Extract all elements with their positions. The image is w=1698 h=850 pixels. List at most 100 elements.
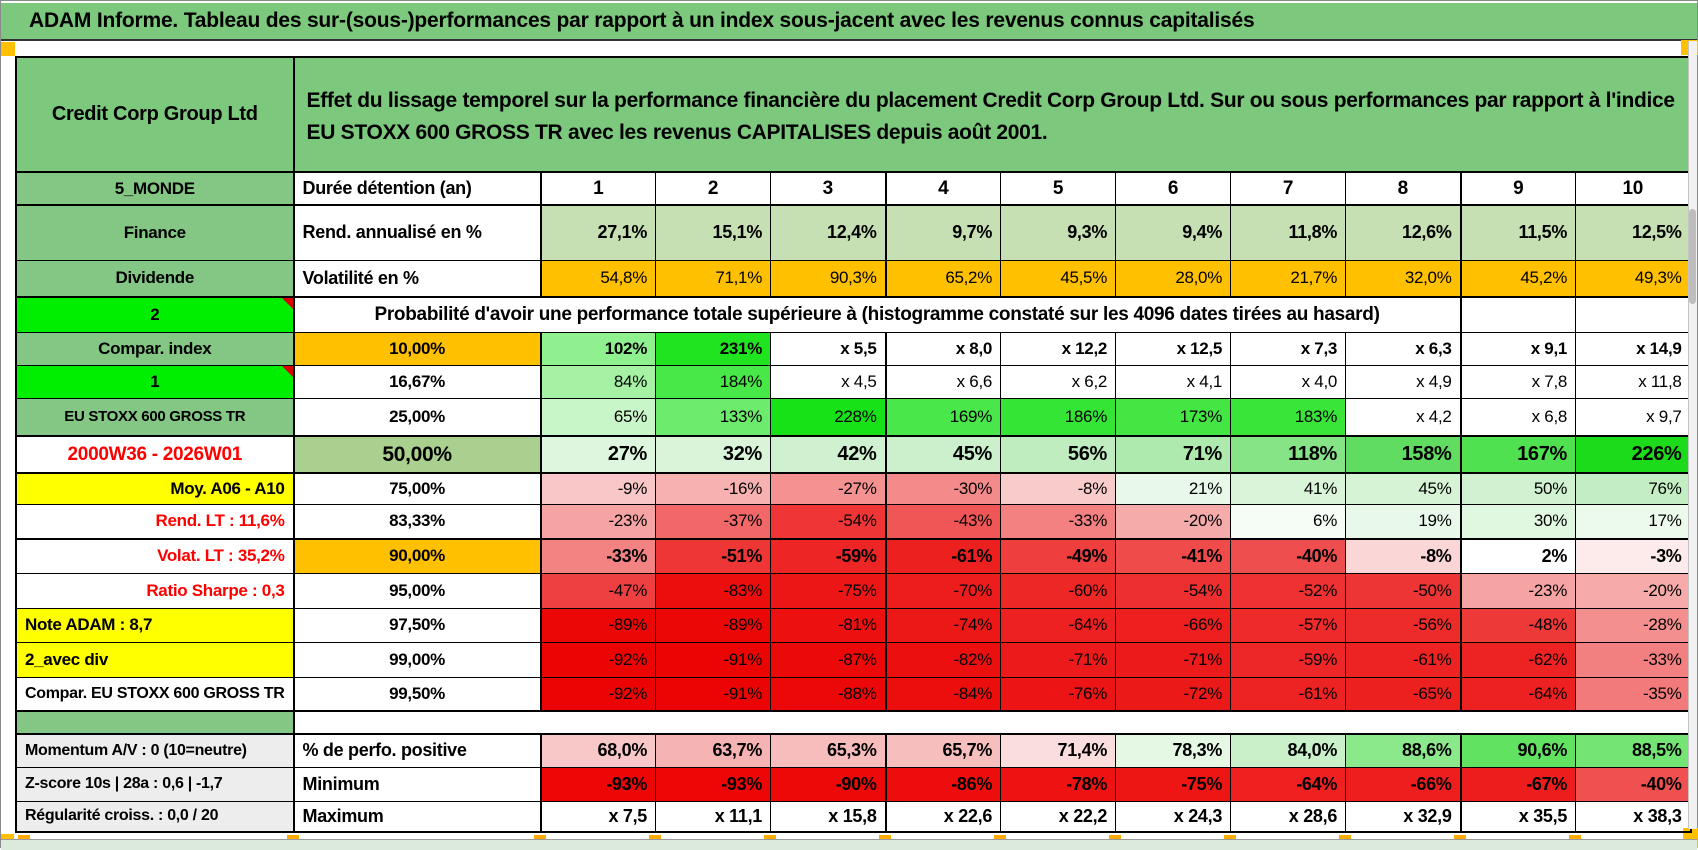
metric-label[interactable] bbox=[294, 711, 1691, 734]
data-cell[interactable]: -89% bbox=[540, 607, 657, 643]
data-cell[interactable]: 2 bbox=[655, 171, 772, 206]
data-cell[interactable]: 41% bbox=[1230, 472, 1347, 505]
data-cell[interactable]: -3% bbox=[1575, 538, 1692, 574]
data-cell[interactable]: x 9,7 bbox=[1575, 397, 1692, 437]
data-cell[interactable]: -84% bbox=[885, 676, 1002, 712]
data-cell[interactable]: -23% bbox=[540, 503, 657, 540]
data-cell[interactable]: -30% bbox=[885, 472, 1002, 505]
row-label-regularite[interactable]: Régularité croiss. : 0,0 / 20 bbox=[15, 800, 295, 833]
data-cell[interactable]: x 6,2 bbox=[1000, 364, 1117, 399]
data-cell[interactable]: -41% bbox=[1115, 538, 1232, 574]
data-cell[interactable]: -64% bbox=[1000, 607, 1117, 643]
data-cell[interactable]: -33% bbox=[1000, 503, 1117, 540]
data-cell[interactable]: -65% bbox=[1345, 676, 1462, 712]
data-cell[interactable]: x 12,2 bbox=[1000, 331, 1117, 366]
data-cell[interactable]: 184% bbox=[655, 364, 772, 399]
data-cell[interactable]: -81% bbox=[770, 607, 887, 643]
data-cell[interactable]: x 4,5 bbox=[770, 364, 887, 399]
data-cell[interactable]: -27% bbox=[770, 472, 887, 505]
data-cell[interactable]: -35% bbox=[1575, 676, 1692, 712]
data-cell[interactable]: -40% bbox=[1575, 766, 1692, 802]
data-cell[interactable]: -87% bbox=[770, 641, 887, 678]
data-cell[interactable]: x 9,1 bbox=[1460, 331, 1577, 366]
data-cell[interactable]: 4 bbox=[885, 171, 1002, 206]
metric-label[interactable]: 99,50% bbox=[293, 676, 542, 712]
metric-volatility[interactable]: Volatilité en % bbox=[293, 259, 542, 298]
data-cell[interactable]: x 32,9 bbox=[1345, 800, 1462, 833]
data-cell[interactable]: 183% bbox=[1230, 397, 1347, 437]
data-cell[interactable]: -40% bbox=[1230, 538, 1347, 574]
data-cell[interactable]: 167% bbox=[1460, 435, 1577, 474]
data-cell[interactable]: -88% bbox=[770, 676, 887, 712]
data-cell[interactable]: 8 bbox=[1345, 171, 1462, 206]
data-cell[interactable]: 173% bbox=[1115, 397, 1232, 437]
data-cell[interactable]: 15,1% bbox=[655, 204, 772, 261]
data-cell[interactable]: x 4,9 bbox=[1345, 364, 1462, 399]
data-cell[interactable]: 6 bbox=[1115, 171, 1232, 206]
metric-maximum[interactable]: Maximum bbox=[293, 800, 542, 833]
data-cell[interactable]: -90% bbox=[770, 766, 887, 802]
data-cell[interactable]: 3 bbox=[770, 171, 887, 206]
data-cell[interactable]: 1 bbox=[540, 171, 657, 206]
data-cell[interactable]: 7 bbox=[1230, 171, 1347, 206]
data-cell[interactable]: 71,1% bbox=[655, 259, 772, 298]
data-cell[interactable]: -28% bbox=[1575, 607, 1692, 643]
metric-label[interactable]: 25,00% bbox=[293, 397, 542, 437]
data-cell[interactable]: 65,3% bbox=[770, 733, 887, 768]
data-cell[interactable]: -76% bbox=[1000, 676, 1117, 712]
data-cell[interactable]: 12,6% bbox=[1345, 204, 1462, 261]
data-cell[interactable]: -93% bbox=[540, 766, 657, 802]
company-name[interactable]: Credit Corp Group Ltd bbox=[15, 56, 295, 173]
data-cell[interactable]: 63,7% bbox=[655, 733, 772, 768]
data-cell[interactable]: 65,7% bbox=[885, 733, 1002, 768]
data-cell[interactable]: x 7,5 bbox=[540, 800, 657, 833]
data-cell[interactable]: 102% bbox=[540, 331, 657, 366]
data-cell[interactable]: 9,4% bbox=[1115, 204, 1232, 261]
data-cell[interactable]: 45% bbox=[1345, 472, 1462, 505]
data-cell[interactable]: -60% bbox=[1000, 572, 1117, 609]
data-cell[interactable]: -66% bbox=[1345, 766, 1462, 802]
data-cell[interactable]: -50% bbox=[1345, 572, 1462, 609]
data-cell[interactable]: 12,4% bbox=[770, 204, 887, 261]
row-label-volat-lt[interactable]: Volat. LT : 35,2% bbox=[15, 538, 295, 574]
data-cell[interactable]: x 11,1 bbox=[655, 800, 772, 833]
row-label-finance[interactable]: Finance bbox=[15, 204, 295, 261]
data-cell[interactable]: -8% bbox=[1000, 472, 1117, 505]
data-cell[interactable]: x 28,6 bbox=[1230, 800, 1347, 833]
data-cell[interactable]: 90,6% bbox=[1460, 733, 1577, 768]
data-cell[interactable]: x 38,3 bbox=[1575, 800, 1692, 833]
data-cell[interactable]: -78% bbox=[1000, 766, 1117, 802]
data-cell[interactable]: 90,3% bbox=[770, 259, 887, 298]
metric-label[interactable]: 90,00% bbox=[293, 538, 542, 574]
data-cell[interactable]: 65% bbox=[540, 397, 657, 437]
data-cell[interactable]: x 4,0 bbox=[1230, 364, 1347, 399]
data-cell[interactable]: 9 bbox=[1460, 171, 1577, 206]
data-cell[interactable]: 54,8% bbox=[540, 259, 657, 298]
data-cell[interactable]: -83% bbox=[655, 572, 772, 609]
data-cell[interactable]: 19% bbox=[1345, 503, 1462, 540]
data-cell[interactable]: -52% bbox=[1230, 572, 1347, 609]
data-cell[interactable]: -20% bbox=[1575, 572, 1692, 609]
data-cell[interactable]: 228% bbox=[770, 397, 887, 437]
metric-label[interactable]: 50,00% bbox=[293, 435, 542, 474]
data-cell[interactable]: -59% bbox=[770, 538, 887, 574]
data-cell[interactable]: 21,7% bbox=[1230, 259, 1347, 298]
data-cell[interactable]: x 6,8 bbox=[1460, 397, 1577, 437]
data-cell[interactable]: -62% bbox=[1460, 641, 1577, 678]
data-cell[interactable]: 169% bbox=[885, 397, 1002, 437]
data-cell[interactable]: -92% bbox=[540, 676, 657, 712]
data-cell[interactable]: -54% bbox=[1115, 572, 1232, 609]
data-cell[interactable]: 12,5% bbox=[1575, 204, 1692, 261]
data-cell[interactable]: 9,7% bbox=[885, 204, 1002, 261]
data-cell[interactable]: -43% bbox=[885, 503, 1002, 540]
data-cell[interactable]: -89% bbox=[655, 607, 772, 643]
separator-bar[interactable] bbox=[15, 710, 295, 735]
data-cell[interactable]: -91% bbox=[655, 676, 772, 712]
row-label-note-adam[interactable]: Note ADAM : 8,7 bbox=[15, 607, 295, 643]
data-cell[interactable]: -74% bbox=[885, 607, 1002, 643]
data-cell[interactable]: 84% bbox=[540, 364, 657, 399]
data-cell[interactable]: -75% bbox=[770, 572, 887, 609]
data-cell[interactable]: 32% bbox=[655, 435, 772, 474]
data-cell[interactable]: -61% bbox=[1230, 676, 1347, 712]
data-cell[interactable]: -70% bbox=[885, 572, 1002, 609]
